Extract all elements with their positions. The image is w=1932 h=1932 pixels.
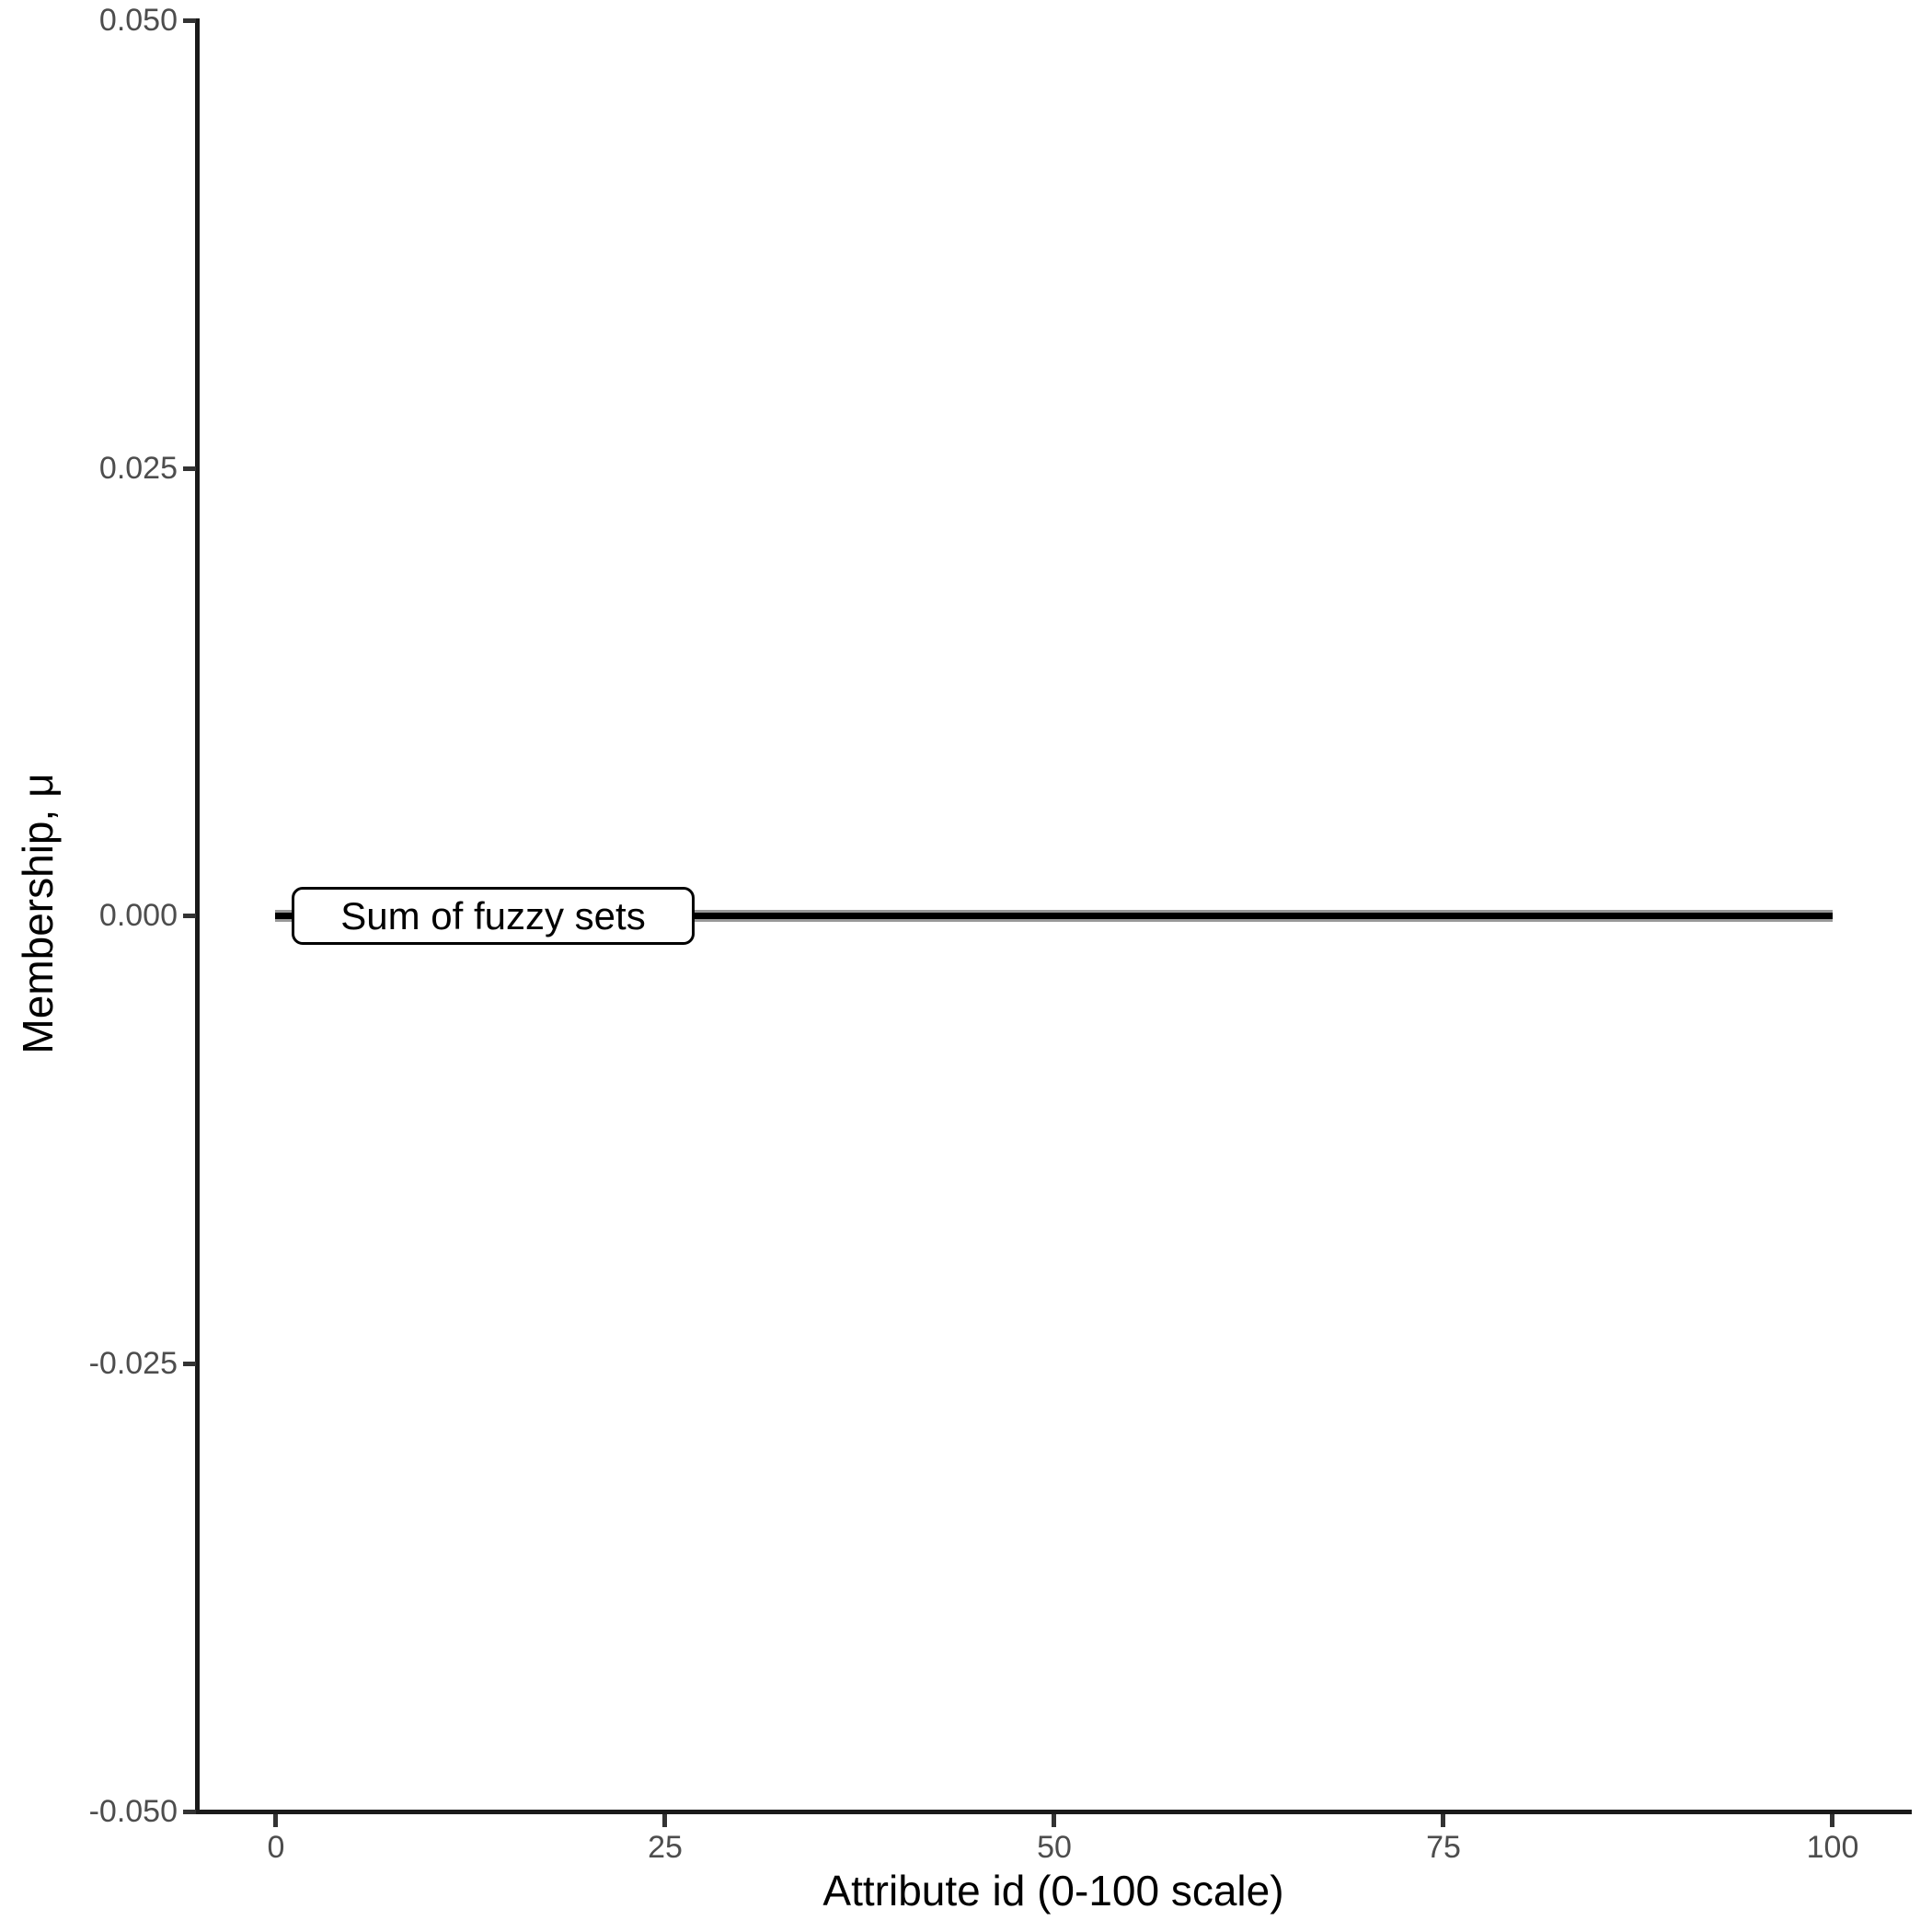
y-tick-label: 0.000 (98, 898, 178, 933)
x-tick-label: 50 (1037, 1830, 1072, 1865)
x-axis-line (195, 1810, 1912, 1814)
x-tick-label: 25 (648, 1830, 683, 1865)
y-tick-label: -0.025 (88, 1346, 178, 1381)
x-tick-label: 75 (1426, 1830, 1461, 1865)
y-tick-label: -0.050 (88, 1794, 178, 1829)
y-tick-mark (183, 1362, 196, 1366)
annotation-box: Sum of fuzzy sets (292, 887, 695, 945)
y-axis-line (195, 18, 200, 1814)
x-tick-mark (1052, 1814, 1056, 1827)
x-tick-mark (662, 1814, 667, 1827)
x-tick-mark (1830, 1814, 1834, 1827)
x-tick-mark (273, 1814, 278, 1827)
y-tick-mark (183, 18, 196, 23)
x-tick-label: 0 (267, 1830, 285, 1865)
y-tick-mark (183, 914, 196, 918)
x-tick-label: 100 (1806, 1830, 1859, 1865)
y-axis-title: Membership, μ (14, 773, 62, 1054)
y-tick-label: 0.025 (98, 451, 178, 486)
x-tick-mark (1441, 1814, 1445, 1827)
x-axis-title: Attribute id (0-100 scale) (822, 1867, 1284, 1915)
y-tick-mark (183, 1810, 196, 1814)
series-line-sum (275, 913, 1833, 919)
y-tick-label: 0.050 (98, 3, 178, 38)
annotation-label: Sum of fuzzy sets (340, 893, 646, 937)
y-tick-mark (183, 466, 196, 471)
